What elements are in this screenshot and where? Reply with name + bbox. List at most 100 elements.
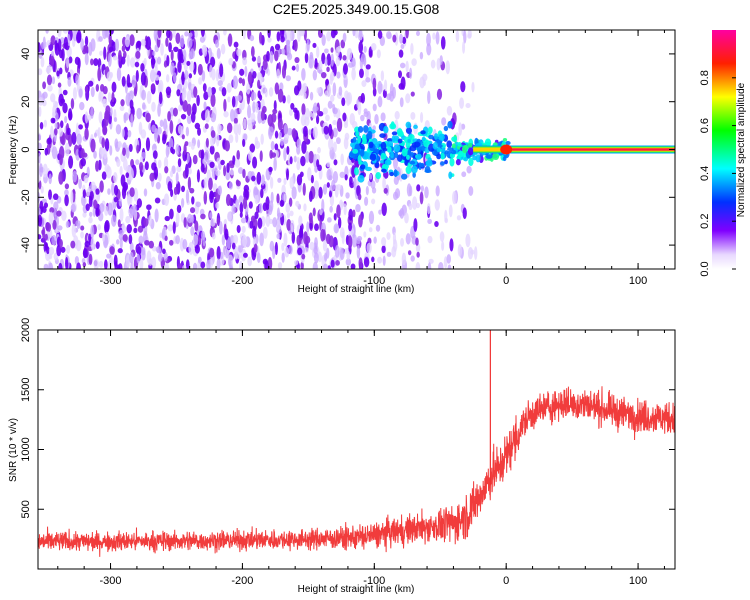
heatmap-cell — [252, 225, 257, 240]
heatmap-cell — [339, 171, 346, 179]
heatmap-cell — [279, 82, 284, 91]
heatmap-cell — [167, 110, 172, 122]
heatmap-cell — [209, 190, 214, 204]
heatmap-cell — [358, 41, 364, 54]
heatmap-cell — [54, 43, 60, 56]
heatmap-cell — [80, 225, 85, 231]
heatmap-cell — [204, 123, 209, 130]
signal-cell — [381, 168, 387, 173]
heatmap-cell — [102, 30, 107, 40]
heatmap-cell — [154, 65, 158, 74]
heatmap-cell — [315, 114, 320, 125]
heatmap-cell — [146, 204, 152, 211]
heatmap-cell — [285, 75, 291, 82]
heatmap-cell — [97, 224, 101, 231]
heatmap-cell — [97, 67, 102, 82]
heatmap-cell — [256, 56, 262, 64]
heatmap-cell — [328, 137, 334, 151]
heatmap-cell — [210, 93, 216, 108]
heatmap-cell — [118, 263, 123, 269]
signal-cell — [468, 157, 474, 167]
heatmap-cell — [99, 50, 104, 56]
spectrogram-heatmap — [38, 30, 675, 269]
colorbar-ticks: 0.0 0.2 0.4 0.6 0.8 — [699, 70, 736, 277]
heatmap-cell — [267, 36, 272, 43]
heatmap-cell — [176, 204, 182, 214]
heatmap-cell — [58, 127, 64, 137]
heatmap-cell — [166, 55, 170, 67]
heatmap-cell — [93, 258, 99, 269]
heatmap-cell — [344, 174, 348, 181]
snr-y-tick-label: 1000 — [20, 437, 32, 461]
heatmap-cell — [241, 225, 246, 234]
heatmap-cell — [422, 73, 428, 82]
heatmap-cell — [260, 188, 264, 199]
heatmap-cell — [173, 46, 179, 53]
heatmap-cell — [249, 143, 256, 153]
heatmap-cell — [377, 96, 383, 108]
heatmap-cell — [190, 226, 195, 236]
signal-cell — [363, 125, 369, 133]
heatmap-cell — [411, 58, 417, 67]
heatmap-cell — [88, 216, 93, 224]
heatmap-cell — [382, 177, 386, 190]
heatmap-cell — [119, 208, 124, 222]
heatmap-cell — [427, 262, 432, 269]
heatmap-cell — [386, 251, 392, 257]
heatmap-cell — [127, 194, 131, 206]
heatmap-cell — [204, 149, 210, 163]
heatmap-cell — [157, 252, 163, 262]
heatmap-cell — [216, 47, 221, 60]
heatmap-cell — [424, 186, 429, 199]
heatmap-cell — [184, 163, 189, 178]
heatmap-cell — [365, 64, 371, 70]
heatmap-cell — [95, 83, 100, 92]
heatmap-cell — [277, 212, 283, 218]
heatmap-cell — [84, 35, 89, 47]
heatmap-cell — [358, 30, 363, 39]
heatmap-cell — [45, 222, 52, 233]
signal-cell — [405, 165, 412, 175]
heatmap-cell — [177, 263, 183, 269]
signal-cell — [424, 169, 432, 174]
heatmap-cell — [169, 208, 174, 220]
heatmap-cell — [64, 115, 68, 124]
heatmap-cell — [247, 150, 253, 161]
heatmap-cell — [181, 71, 185, 86]
heatmap-cell — [332, 107, 338, 115]
heatmap-cell — [452, 190, 457, 205]
heatmap-cell — [323, 125, 329, 135]
heatmap-cell — [148, 215, 152, 226]
heatmap-cell — [52, 193, 59, 201]
heatmap-cell — [398, 82, 405, 90]
heatmap-cell — [252, 70, 257, 79]
heatmap-cell — [370, 43, 377, 51]
spectrogram-y-tick-label: -40 — [20, 237, 32, 253]
heatmap-cell — [84, 111, 89, 124]
heatmap-cell — [141, 40, 147, 46]
snr-line — [38, 386, 675, 557]
spectrogram-y-ticks: -40 -20 0 20 40 — [20, 48, 675, 253]
heatmap-cell — [126, 73, 131, 88]
heatmap-cell — [333, 141, 337, 153]
heatmap-cell — [78, 178, 82, 190]
heatmap-cell — [49, 55, 55, 67]
heatmap-cell — [122, 147, 126, 157]
heatmap-cell — [135, 50, 141, 59]
heatmap-cell — [342, 55, 347, 61]
heatmap-cell — [234, 245, 238, 260]
signal-cell — [475, 154, 481, 163]
heatmap-cell — [129, 251, 134, 264]
heatmap-cell — [298, 30, 305, 37]
heatmap-cell — [306, 38, 310, 52]
heatmap-cell — [402, 36, 407, 45]
heatmap-cell — [320, 72, 327, 79]
heatmap-cell — [348, 208, 354, 221]
heatmap-cell — [175, 144, 180, 156]
heatmap-cell — [252, 156, 258, 169]
heatmap-cell — [82, 247, 88, 259]
signal-cell — [425, 159, 433, 167]
heatmap-cell — [78, 124, 83, 130]
signal-cell — [440, 161, 445, 166]
heatmap-cell — [70, 190, 74, 204]
